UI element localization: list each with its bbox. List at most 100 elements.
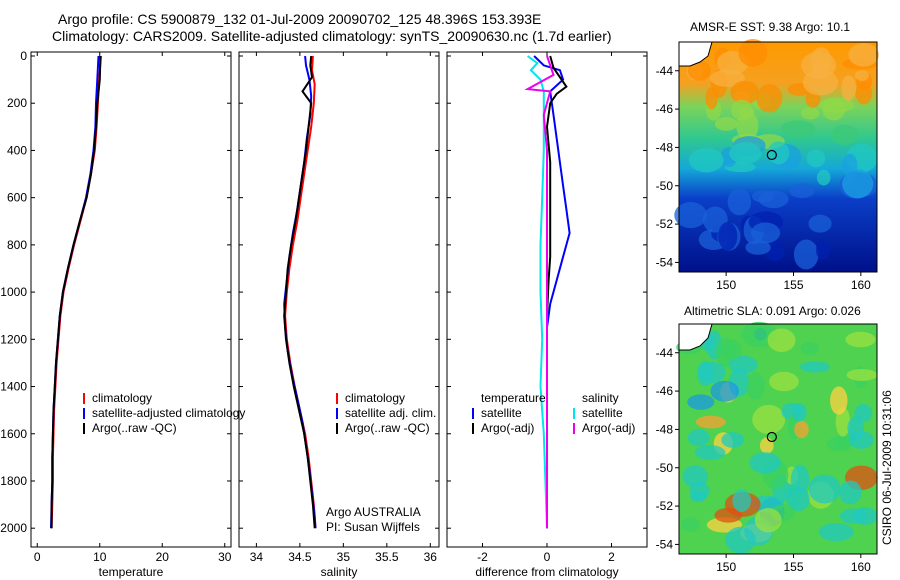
field-patch <box>681 517 700 533</box>
field-patch <box>754 508 782 533</box>
field-patch <box>674 202 707 229</box>
sst-map-title: AMSR-E SST: 9.38 Argo: 10.1 <box>690 20 851 34</box>
lon-tick-label: 155 <box>783 560 803 574</box>
series-line-temperature-satellite <box>533 55 571 529</box>
legend-heading-salinity: salinity <box>582 391 619 405</box>
field-patch <box>830 386 848 415</box>
field-patch <box>816 169 831 186</box>
x-tick-label: 20 <box>156 550 170 564</box>
pi-annotation: PI: Susan Wijffels <box>326 520 420 534</box>
field-patch <box>732 489 751 512</box>
depth-tick-label: 200 <box>7 96 27 110</box>
field-patch <box>721 432 745 448</box>
lat-tick-label: -48 <box>656 422 674 436</box>
field-patch <box>846 369 878 381</box>
depth-axis: 0 200 400 600 800 1000 1200 1400 1600 1800 2000 <box>0 49 647 535</box>
field-patch <box>718 222 738 251</box>
sst-field-texture <box>674 38 879 270</box>
depth-tick-label: 800 <box>7 238 27 252</box>
x-tick-label: 0 <box>544 550 551 564</box>
legend-entry: Argo(..raw -QC) <box>92 421 177 435</box>
operator-annotation: Argo AUSTRALIA <box>326 505 421 519</box>
legend-heading-temperature: temperature <box>481 391 546 405</box>
field-patch <box>847 416 865 441</box>
sla-field-texture <box>676 321 878 554</box>
field-patch <box>808 474 841 504</box>
field-patch <box>695 415 726 429</box>
lat-tick-label: -52 <box>656 217 674 231</box>
field-patch <box>750 222 781 244</box>
x-axis-label: temperature <box>99 565 164 579</box>
field-patch <box>794 420 809 439</box>
field-patch <box>792 403 807 422</box>
depth-tick-label: 1400 <box>0 380 27 394</box>
depth-tick-label: 1800 <box>0 474 27 488</box>
field-patch <box>756 84 783 113</box>
field-patch <box>710 380 739 402</box>
lat-tick-label: -46 <box>656 102 674 116</box>
field-patch <box>689 147 724 173</box>
x-axis-label: difference from climatology <box>475 565 618 579</box>
series-line-argo-raw-qc- <box>50 55 102 529</box>
x-tick-label: 2 <box>608 550 615 564</box>
salinity-profile-plot: 34 34.5 35 35.5 36 salinity climatologysatelli… <box>250 52 437 579</box>
field-patch <box>831 124 859 145</box>
series-line-climatology <box>50 55 102 529</box>
legend-entry: climatology <box>92 391 152 405</box>
field-patch <box>687 394 715 410</box>
field-patch <box>727 188 752 216</box>
field-patch <box>687 428 710 447</box>
lat-tick-label: -52 <box>656 499 674 513</box>
field-patch <box>767 328 796 352</box>
field-patch <box>801 51 837 79</box>
argo-position-marker <box>766 431 777 443</box>
lat-tick-label: -54 <box>656 537 674 551</box>
legend-entry: Argo(-adj) <box>582 421 635 435</box>
field-patch <box>705 87 718 110</box>
depth-tick-label: 0 <box>20 49 27 63</box>
plot-title-line-2: Climatology: CARS2009. Satellite-adjuste… <box>52 28 612 44</box>
depth-tick-label: 1000 <box>0 285 27 299</box>
field-patch <box>745 240 771 255</box>
series-line-temperature-argo-adj- <box>545 55 568 529</box>
sst-map-axes: -44 -46 -48 -50 -52 -54 150 155 160 <box>656 64 872 292</box>
x-tick-label: 35.5 <box>375 550 399 564</box>
series-line-salinity-argo-adj- <box>524 55 555 529</box>
field-patch <box>730 80 760 105</box>
lon-tick-label: 155 <box>783 278 803 292</box>
field-patch <box>848 43 879 67</box>
temperature-panel-frame <box>30 51 232 548</box>
lat-tick-label: -46 <box>656 384 674 398</box>
field-patch <box>808 214 832 233</box>
lon-tick-label: 150 <box>716 560 736 574</box>
field-patch <box>815 240 830 260</box>
x-tick-label: 0 <box>34 550 41 564</box>
salinity-panel-frame <box>238 51 440 548</box>
field-patch <box>767 141 790 165</box>
field-patch <box>790 464 810 494</box>
legend-entry: climatology <box>345 391 405 405</box>
temperature-profile-plot: 0 10 20 30 temperature climatologysatellite-a… <box>34 52 245 579</box>
x-tick-label: 35 <box>337 550 351 564</box>
x-tick-label: 10 <box>93 550 107 564</box>
field-patch <box>749 452 781 474</box>
field-patch <box>687 60 712 81</box>
series-line-salinity-satellite <box>527 55 548 529</box>
field-patch <box>738 38 768 67</box>
field-patch <box>731 99 753 121</box>
lat-tick-label: -48 <box>656 140 674 154</box>
field-patch <box>822 97 846 121</box>
field-patch <box>759 437 774 454</box>
field-patch <box>800 106 820 120</box>
field-patch <box>769 371 799 392</box>
field-patch <box>694 445 726 461</box>
legend-entry: satellite <box>481 406 522 420</box>
field-patch <box>841 75 857 101</box>
field-patch <box>786 487 810 512</box>
field-patch <box>845 331 876 348</box>
field-patch <box>789 183 815 199</box>
depth-tick-label: 400 <box>7 143 27 157</box>
legend-entry: Argo(-adj) <box>481 421 534 435</box>
depth-tick-label: 600 <box>7 191 27 205</box>
lat-tick-label: -50 <box>656 179 674 193</box>
